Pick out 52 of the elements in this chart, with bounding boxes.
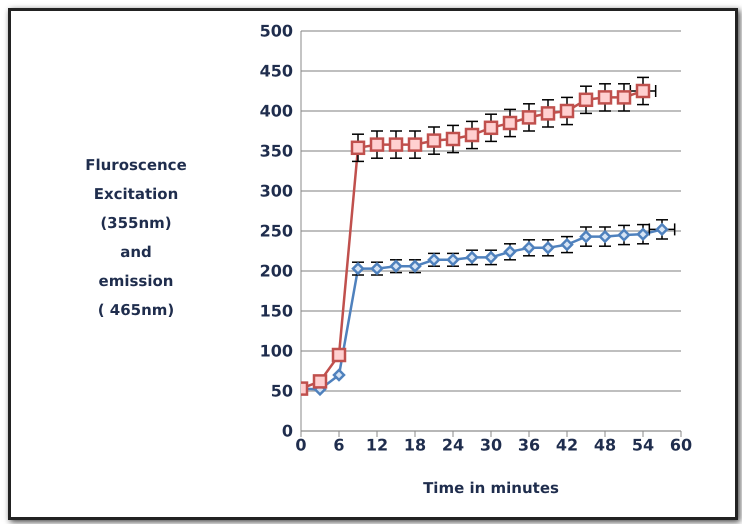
point [446,132,460,146]
y-tick-label: 450 [260,62,293,81]
y-axis-title: Fluroscence Excitation (355nm) and emission ( 465nm) [84,155,188,321]
y-tick-label: 50 [270,382,293,401]
point [598,90,612,105]
point [560,238,574,251]
y-tick-label: 500 [260,22,293,41]
x-tick-label: 42 [556,435,578,454]
point [504,246,516,258]
y-tick-label: 0 [282,422,293,441]
x-tick-label: 0 [295,435,307,454]
x-tick-label: 54 [632,435,654,454]
point [502,116,518,130]
point [618,228,630,242]
y-tick-label: 150 [260,302,293,321]
y-tick-label: 400 [260,102,293,121]
point [350,140,366,156]
point [426,133,442,148]
y-tick-label: 350 [260,142,293,161]
point [464,128,480,142]
y-tick-label: 300 [260,182,293,201]
point [636,84,650,98]
x-tick-label: 48 [594,435,616,454]
point [522,242,536,254]
point [522,110,536,125]
point [312,374,328,389]
x-tick-label: 30 [480,435,502,454]
y-tick-label: 250 [260,222,293,241]
point [332,348,346,362]
x-tick-label: 18 [404,435,426,454]
point [408,137,422,152]
point [616,90,632,105]
x-tick-label: 60 [670,435,692,454]
x-axis-title: Time in minutes [423,479,559,497]
point [542,242,554,254]
point [540,106,556,121]
point [580,230,592,243]
point [656,223,668,236]
point [332,368,346,382]
x-tick-label: 36 [518,435,540,454]
point [370,137,384,152]
y-tick-label: 200 [260,262,293,281]
y-tick-label: 100 [260,342,293,361]
point [598,230,612,243]
point [636,228,650,240]
x-tick-label: 12 [366,435,388,454]
x-tick-label: 24 [442,435,464,454]
point [578,92,594,108]
point [388,137,404,152]
point [560,104,574,118]
point [484,120,498,136]
x-tick-label: 6 [333,435,345,454]
